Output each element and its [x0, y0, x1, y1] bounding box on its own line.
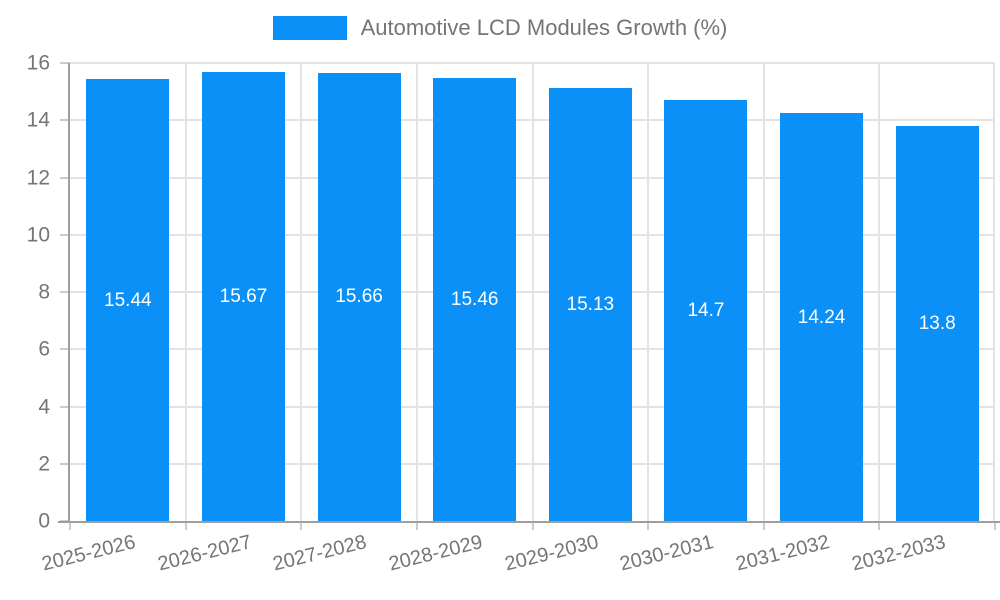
bar[interactable]: 14.24 [780, 113, 864, 521]
bar[interactable]: 14.7 [664, 100, 748, 521]
y-axis-tickmark [60, 119, 70, 122]
y-axis-tickmark [60, 291, 70, 293]
x-axis-line [58, 521, 1000, 523]
y-tick-label: 10 [26, 223, 50, 247]
x-axis-tickmark [300, 521, 303, 530]
bar-value-label: 14.7 [687, 300, 725, 322]
y-axis-tickmark [60, 348, 70, 351]
bar[interactable]: 15.44 [86, 79, 170, 521]
bar-value-label: 13.8 [918, 312, 956, 334]
x-axis-tickmark [531, 521, 534, 530]
bar-value-label: 15.66 [335, 286, 383, 308]
x-axis-tickmark [762, 521, 765, 530]
legend-label: Automotive LCD Modules Growth (%) [360, 15, 728, 40]
gridline-vertical [762, 63, 765, 521]
gridline-vertical [993, 63, 995, 521]
bar[interactable]: 15.67 [201, 72, 285, 521]
bar[interactable]: 15.46 [433, 78, 517, 521]
gridline-vertical [647, 63, 650, 521]
x-axis-tickmark [994, 521, 996, 530]
bar-value-label: 15.46 [450, 289, 499, 311]
y-tick-label: 8 [38, 280, 50, 304]
bar-value-label: 15.67 [219, 286, 268, 308]
x-axis-tickmark [69, 521, 71, 530]
gridline-vertical [415, 63, 418, 521]
x-tick-label: 2027-2028 [271, 531, 370, 576]
gridline-vertical [878, 63, 881, 521]
plot-area: 0 2 4 6 8 10 12 14 16 15.44 15.67 15.66 15.46 15.13 14… [27, 53, 1000, 576]
x-tick-label: 2029-2030 [502, 531, 601, 576]
gridline-vertical [184, 63, 187, 521]
y-axis-tickmark [60, 176, 70, 179]
y-axis-tickmark [60, 62, 70, 64]
bar-value-label: 15.13 [566, 293, 615, 315]
bar[interactable]: 15.13 [548, 87, 632, 521]
y-tick-label: 12 [26, 166, 50, 189]
gridline-vertical [300, 63, 303, 521]
x-tick-label: 2025-2026 [39, 531, 138, 576]
x-tick-label: 2031-2032 [733, 531, 832, 576]
x-tick-label: 2030-2031 [617, 531, 717, 576]
x-tick-label: 2026-2027 [155, 531, 254, 576]
y-tick-label: 2 [38, 452, 50, 476]
y-tick-label: 14 [26, 108, 50, 132]
y-axis-line [68, 63, 70, 521]
y-axis-tickmark [60, 233, 70, 236]
x-tick-label: 2032-2033 [849, 531, 948, 576]
y-axis-tickmark [60, 462, 70, 465]
y-axis-tickmark [60, 405, 70, 408]
x-axis-tickmark [878, 521, 881, 530]
bar-value-label: 15.44 [104, 289, 152, 311]
x-axis-tickmark [184, 521, 187, 530]
bar[interactable]: 15.66 [317, 72, 401, 521]
y-tick-label: 0 [38, 509, 50, 533]
x-tick-label: 2028-2029 [386, 531, 485, 576]
gridline-vertical [531, 63, 534, 521]
legend-swatch [272, 16, 347, 40]
x-axis-tickmark [415, 521, 418, 530]
x-axis-tickmark [647, 521, 650, 530]
y-tick-label: 4 [38, 395, 50, 418]
y-tick-label: 16 [26, 51, 50, 75]
legend[interactable]: Automotive LCD Modules Growth (%) [0, 16, 1000, 40]
y-tick-label: 6 [38, 337, 50, 361]
bar-value-label: 14.24 [797, 306, 846, 328]
bar[interactable]: 13.8 [895, 125, 979, 521]
